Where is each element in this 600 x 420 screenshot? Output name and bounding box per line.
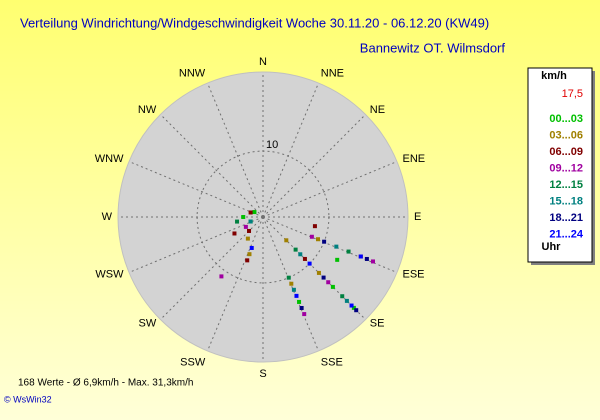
legend-box bbox=[527, 67, 593, 263]
data-point bbox=[302, 256, 307, 261]
radial-grid-line bbox=[128, 161, 264, 218]
direction-label: NE bbox=[370, 104, 385, 116]
direction-label: ESE bbox=[403, 269, 425, 281]
legend-entry: 15...18 bbox=[549, 195, 583, 207]
data-point bbox=[248, 210, 253, 215]
data-point bbox=[235, 219, 240, 224]
data-point bbox=[245, 258, 250, 263]
direction-label: NNE bbox=[321, 67, 344, 79]
chart-title: Verteilung Windrichtung/Windgeschwindigk… bbox=[20, 15, 489, 30]
data-point bbox=[249, 245, 254, 250]
radial-grid-line bbox=[160, 216, 264, 320]
radial-grid-line bbox=[262, 114, 366, 218]
data-point bbox=[370, 259, 375, 264]
data-point bbox=[284, 238, 289, 243]
data-point bbox=[309, 234, 314, 239]
legend-entry: 06...09 bbox=[549, 146, 583, 158]
data-point bbox=[247, 228, 252, 233]
direction-label: WSW bbox=[95, 269, 124, 281]
data-point bbox=[299, 306, 304, 311]
direction-label: N bbox=[259, 56, 267, 68]
radial-grid-line bbox=[128, 216, 264, 273]
data-point bbox=[315, 237, 320, 242]
ring-grid-line bbox=[196, 150, 330, 284]
data-point bbox=[330, 284, 335, 289]
legend-entry: 09...12 bbox=[549, 162, 583, 174]
data-point bbox=[312, 224, 317, 229]
data-point bbox=[358, 254, 363, 259]
direction-label: SSE bbox=[321, 356, 343, 368]
direction-label: S bbox=[259, 368, 266, 380]
data-point bbox=[298, 252, 303, 257]
data-point bbox=[307, 261, 312, 266]
data-point bbox=[346, 249, 351, 254]
data-point bbox=[245, 236, 250, 241]
data-point bbox=[349, 303, 354, 308]
source: © WsWin32 bbox=[4, 394, 52, 404]
data-point bbox=[241, 215, 246, 219]
legend-entry: 12...15 bbox=[549, 179, 583, 191]
data-point bbox=[354, 308, 359, 313]
legend-entry: 00...03 bbox=[549, 113, 583, 125]
data-point bbox=[232, 231, 237, 236]
direction-label: W bbox=[102, 211, 113, 223]
radial-grid-line bbox=[160, 114, 264, 218]
data-point bbox=[316, 270, 321, 275]
direction-label: NNW bbox=[179, 67, 206, 79]
radial-grid-line bbox=[262, 216, 319, 352]
footer: 168 Werte - Ø 6,9km/h - Max. 31,3km/h bbox=[18, 378, 193, 389]
data-point bbox=[294, 293, 299, 298]
data-point bbox=[351, 305, 356, 310]
data-point bbox=[252, 210, 257, 215]
data-point bbox=[286, 275, 291, 280]
legend-entry: 21...24 bbox=[549, 228, 584, 240]
legend-footer: Uhr bbox=[542, 241, 562, 253]
radial-grid-line bbox=[262, 82, 319, 218]
radial-grid-line bbox=[207, 216, 264, 352]
direction-label: E bbox=[414, 211, 421, 223]
data-point bbox=[248, 219, 253, 224]
direction-label: SW bbox=[138, 318, 156, 330]
legend-entry: 18...21 bbox=[549, 212, 583, 224]
radial-grid-line bbox=[262, 161, 398, 218]
radial-grid-line bbox=[207, 82, 264, 218]
data-point bbox=[340, 294, 345, 299]
direction-label: ENE bbox=[403, 153, 426, 165]
data-point bbox=[219, 274, 224, 279]
data-point bbox=[321, 275, 326, 280]
data-point bbox=[344, 298, 349, 303]
data-point bbox=[297, 299, 302, 304]
data-point bbox=[326, 280, 331, 285]
chart-subtitle: Bannewitz OT. Wilmsdorf bbox=[360, 40, 506, 55]
data-point bbox=[243, 224, 248, 229]
data-point bbox=[291, 287, 296, 292]
direction-label: SE bbox=[370, 318, 385, 330]
data-point bbox=[247, 252, 252, 257]
data-point bbox=[293, 247, 298, 252]
data-point bbox=[335, 257, 340, 262]
data-point bbox=[289, 281, 294, 286]
data-point bbox=[364, 256, 369, 261]
legend-header: km/h bbox=[541, 70, 567, 82]
data-point bbox=[334, 244, 339, 249]
data-point bbox=[322, 239, 327, 244]
direction-label: NW bbox=[138, 104, 157, 116]
r-tick-label: 10 bbox=[266, 139, 278, 151]
direction-label: SSW bbox=[180, 356, 206, 368]
legend-max: 17,5 bbox=[562, 88, 583, 100]
legend-entry: 03...06 bbox=[549, 129, 583, 141]
data-point bbox=[302, 312, 307, 317]
direction-label: WNW bbox=[95, 153, 124, 165]
